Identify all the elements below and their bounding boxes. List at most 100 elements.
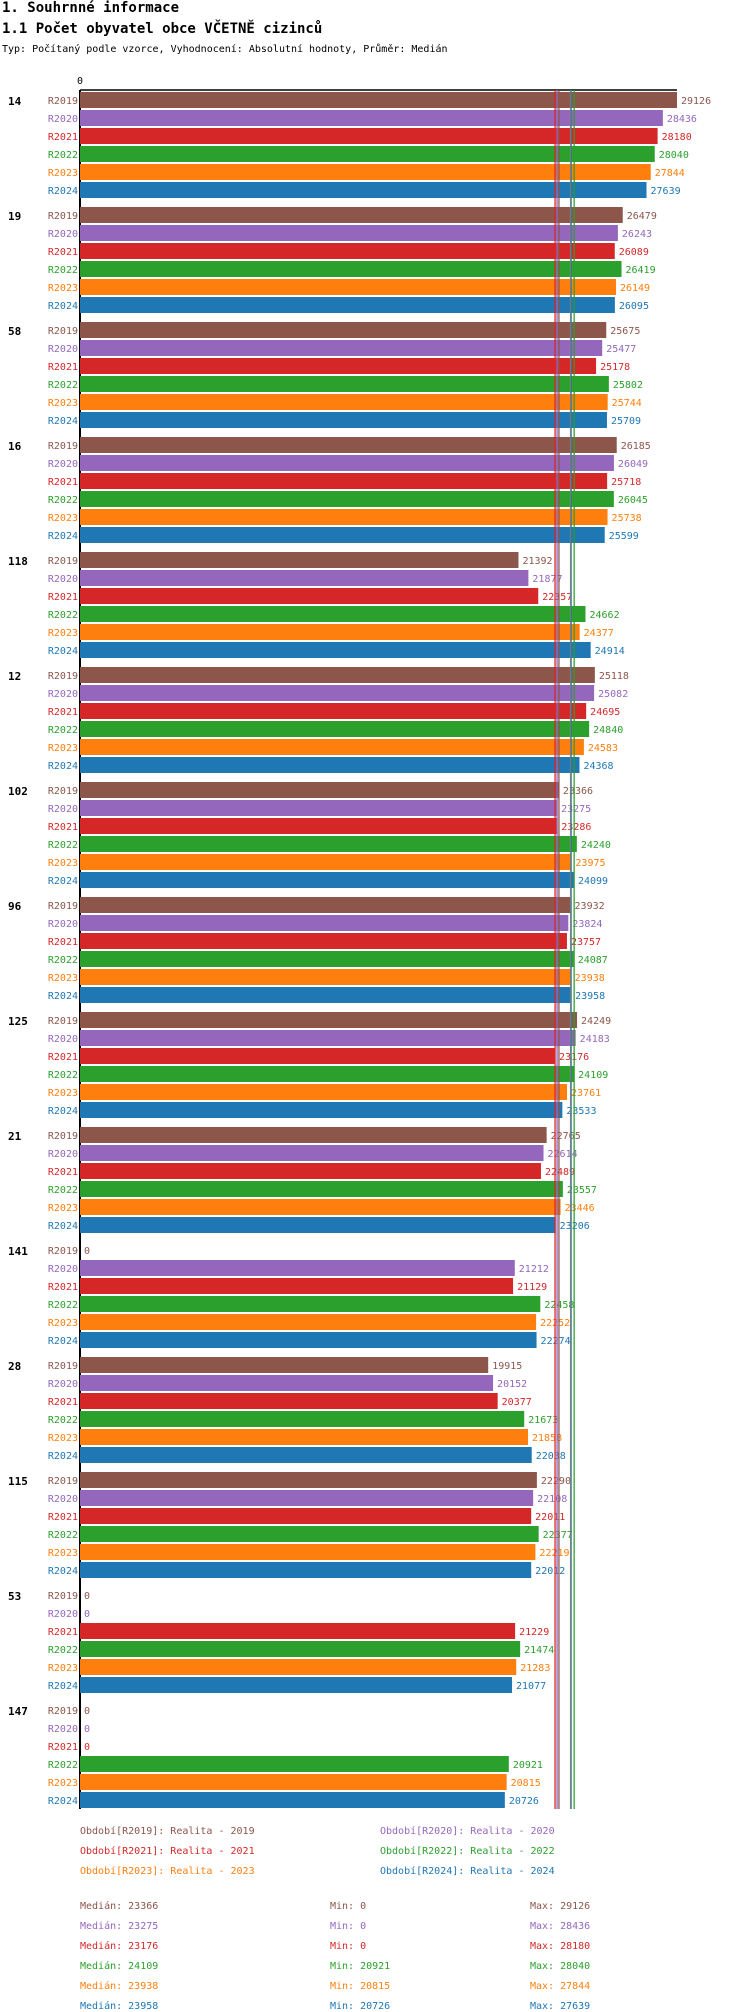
bar-value-label: 19915 [492, 1361, 522, 1372]
bar-R2024 [80, 987, 572, 1003]
bar-R2023 [80, 1429, 529, 1445]
bar-value-label: 20815 [511, 1778, 541, 1789]
bar-R2022 [80, 1756, 509, 1772]
series-row-label: R2022 [48, 1530, 78, 1541]
bar-R2022 [80, 261, 622, 277]
category-label: 115 [8, 1475, 28, 1488]
category-label: 16 [8, 440, 22, 453]
series-row-label: R2019 [48, 901, 78, 912]
series-row-label: R2020 [48, 229, 78, 240]
bar-value-label: 23824 [572, 919, 602, 930]
bar-value-label: 23761 [571, 1088, 601, 1099]
bar-R2021 [80, 1278, 514, 1294]
bar-value-label: 21392 [522, 556, 552, 567]
bar-value-label: 24695 [590, 707, 620, 718]
series-row-label: R2020 [48, 574, 78, 585]
bar-R2023 [80, 854, 572, 870]
bar-R2023 [80, 394, 608, 410]
series-row-label: R2019 [48, 1131, 78, 1142]
bar-R2019 [80, 552, 519, 568]
bar-value-label: 25802 [613, 380, 643, 391]
bar-R2019 [80, 92, 677, 108]
chart-title: 1.1 Počet obyvatel obce VČETNĚ cizinců [2, 21, 323, 37]
bar-value-label: 28180 [662, 132, 692, 143]
category-label: 147 [8, 1705, 28, 1718]
legend-item-R2020: Období[R2020]: Realita - 2020 [380, 1826, 555, 1837]
bar-R2021 [80, 933, 567, 949]
bar-R2020 [80, 225, 618, 241]
series-row-label: R2020 [48, 689, 78, 700]
bar-value-label: 24377 [584, 628, 614, 639]
bar-R2022 [80, 721, 590, 737]
series-row-label: R2023 [48, 628, 78, 639]
bar-value-label: 22765 [551, 1131, 581, 1142]
legend-item-R2021: Období[R2021]: Realita - 2021 [80, 1846, 255, 1857]
bar-R2023 [80, 1774, 507, 1790]
series-row-label: R2019 [48, 1246, 78, 1257]
bar-R2022 [80, 1296, 541, 1312]
axis-zero-label: 0 [77, 76, 83, 87]
bar-R2021 [80, 128, 658, 144]
bar-value-label: 23932 [575, 901, 605, 912]
category-label: 21 [8, 1130, 22, 1143]
bar-value-label: 28436 [667, 114, 697, 125]
series-row-label: R2023 [48, 1548, 78, 1559]
bar-R2022 [80, 1181, 563, 1197]
bar-value-label: 22012 [535, 1566, 565, 1577]
series-row-label: R2021 [48, 592, 78, 603]
series-row-label: R2023 [48, 973, 78, 984]
bar-R2020 [80, 1145, 544, 1161]
bar-value-label: 23975 [575, 858, 605, 869]
series-row-label: R2022 [48, 955, 78, 966]
bar-value-label: 23757 [571, 937, 601, 948]
series-row-label: R2022 [48, 1070, 78, 1081]
series-row-label: R2019 [48, 1361, 78, 1372]
series-row-label: R2024 [48, 1796, 78, 1807]
series-row-label: R2023 [48, 168, 78, 179]
category-label: 118 [8, 555, 28, 568]
bar-value-label: 0 [84, 1609, 90, 1620]
category-label: 141 [8, 1245, 28, 1258]
series-row-label: R2020 [48, 1724, 78, 1735]
bar-R2022 [80, 836, 577, 852]
stat-median-R2023: Medián: 23938 [80, 1981, 159, 1992]
bar-value-label: 25675 [610, 326, 640, 337]
series-row-label: R2024 [48, 301, 78, 312]
bar-value-label: 23958 [575, 991, 605, 1002]
stat-median-R2024: Medián: 23958 [80, 2001, 159, 2012]
series-row-label: R2019 [48, 96, 78, 107]
bar-R2019 [80, 322, 607, 338]
category-label: 14 [8, 95, 22, 108]
stat-max-R2019: Max: 29126 [530, 1901, 591, 1912]
series-row-label: R2020 [48, 114, 78, 125]
series-row-label: R2021 [48, 1282, 78, 1293]
series-row-label: R2022 [48, 1300, 78, 1311]
bar-value-label: 26089 [619, 247, 649, 258]
bar-R2024 [80, 412, 607, 428]
bar-value-label: 22489 [545, 1167, 575, 1178]
bar-R2024 [80, 1792, 505, 1808]
stat-min-R2022: Min: 20921 [330, 1961, 391, 1972]
series-row-label: R2019 [48, 1706, 78, 1717]
series-row-label: R2020 [48, 1609, 78, 1620]
bar-R2022 [80, 1066, 575, 1082]
category-label: 58 [8, 325, 21, 338]
category-label: 96 [8, 900, 22, 913]
bar-value-label: 24662 [590, 610, 620, 621]
series-row-label: R2020 [48, 459, 78, 470]
series-row-label: R2023 [48, 1433, 78, 1444]
series-row-label: R2023 [48, 1088, 78, 1099]
bar-value-label: 0 [84, 1706, 90, 1717]
bar-value-label: 22011 [535, 1512, 565, 1523]
category-label: 125 [8, 1015, 28, 1028]
category-label: 19 [8, 210, 21, 223]
series-row-label: R2019 [48, 211, 78, 222]
series-row-label: R2020 [48, 919, 78, 930]
bar-R2020 [80, 110, 663, 126]
bar-value-label: 21212 [519, 1264, 549, 1275]
series-row-label: R2019 [48, 441, 78, 452]
series-row-label: R2024 [48, 416, 78, 427]
bar-value-label: 26095 [619, 301, 649, 312]
bar-R2023 [80, 1659, 517, 1675]
bar-value-label: 24240 [581, 840, 611, 851]
